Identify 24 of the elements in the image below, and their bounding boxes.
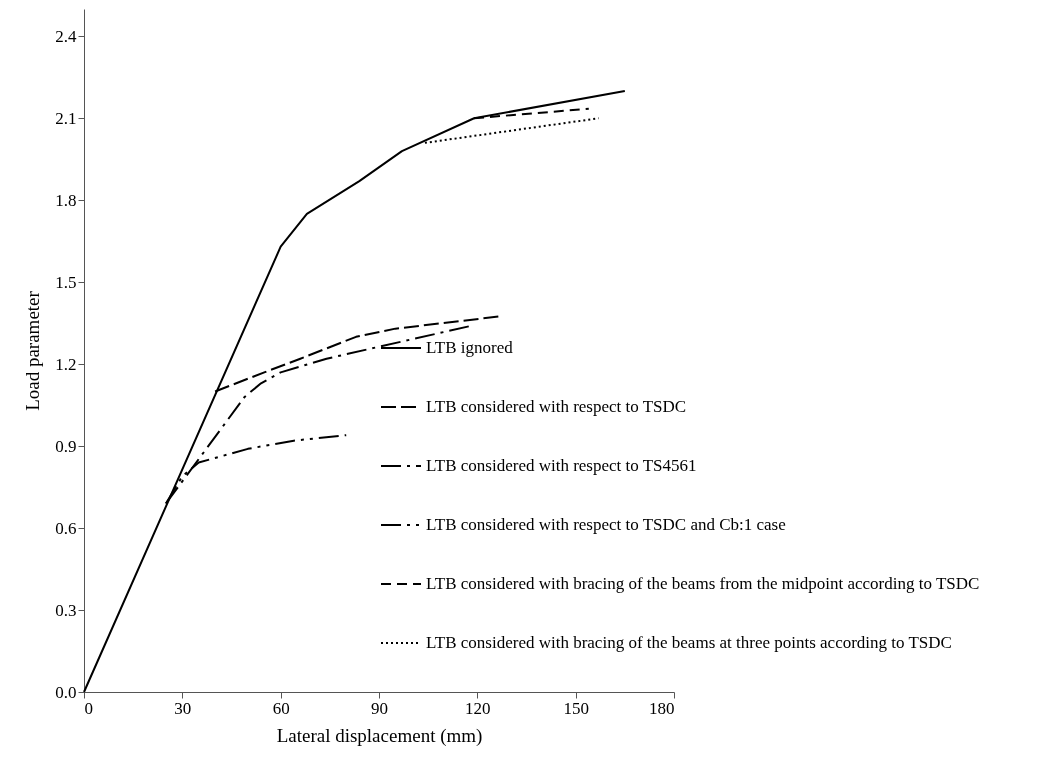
y-tick-label: 0.0 xyxy=(55,682,77,702)
y-axis-title: Load parameter xyxy=(22,290,44,411)
y-tick-label: 0.6 xyxy=(55,518,77,538)
x-tick-label: 120 xyxy=(465,698,491,718)
legend-label: LTB considered with bracing of the beams from the midpoint according to TSDC xyxy=(426,574,980,593)
y-tick-label: 2.1 xyxy=(55,108,77,128)
y-tick-label: 1.5 xyxy=(55,272,77,292)
x-tick-label: 60 xyxy=(272,698,290,718)
x-axis-title: Lateral displacement (mm) xyxy=(276,724,483,747)
y-tick-label: 1.2 xyxy=(55,354,77,374)
x-tick-label: 150 xyxy=(563,698,589,718)
legend-label: LTB considered with respect to TSDC xyxy=(426,397,687,416)
legend-label: LTB considered with respect to TSDC and Cb:1 case xyxy=(426,515,786,534)
x-tick-label: 180 xyxy=(649,698,675,718)
y-tick-label: 2.4 xyxy=(55,26,77,46)
y-tick-label: 0.9 xyxy=(55,436,77,456)
y-tick-label: 0.3 xyxy=(55,600,77,620)
x-tick-label: 0 xyxy=(84,698,93,718)
legend-label: LTB considered with bracing of the beams at three points according to TSDC xyxy=(426,633,952,652)
x-tick-label: 90 xyxy=(371,698,388,718)
x-tick-label: 30 xyxy=(174,698,192,718)
y-tick-label: 1.8 xyxy=(55,190,77,210)
legend-label: LTB ignored xyxy=(426,338,514,357)
legend-label: LTB considered with respect to TS4561 xyxy=(426,456,697,475)
